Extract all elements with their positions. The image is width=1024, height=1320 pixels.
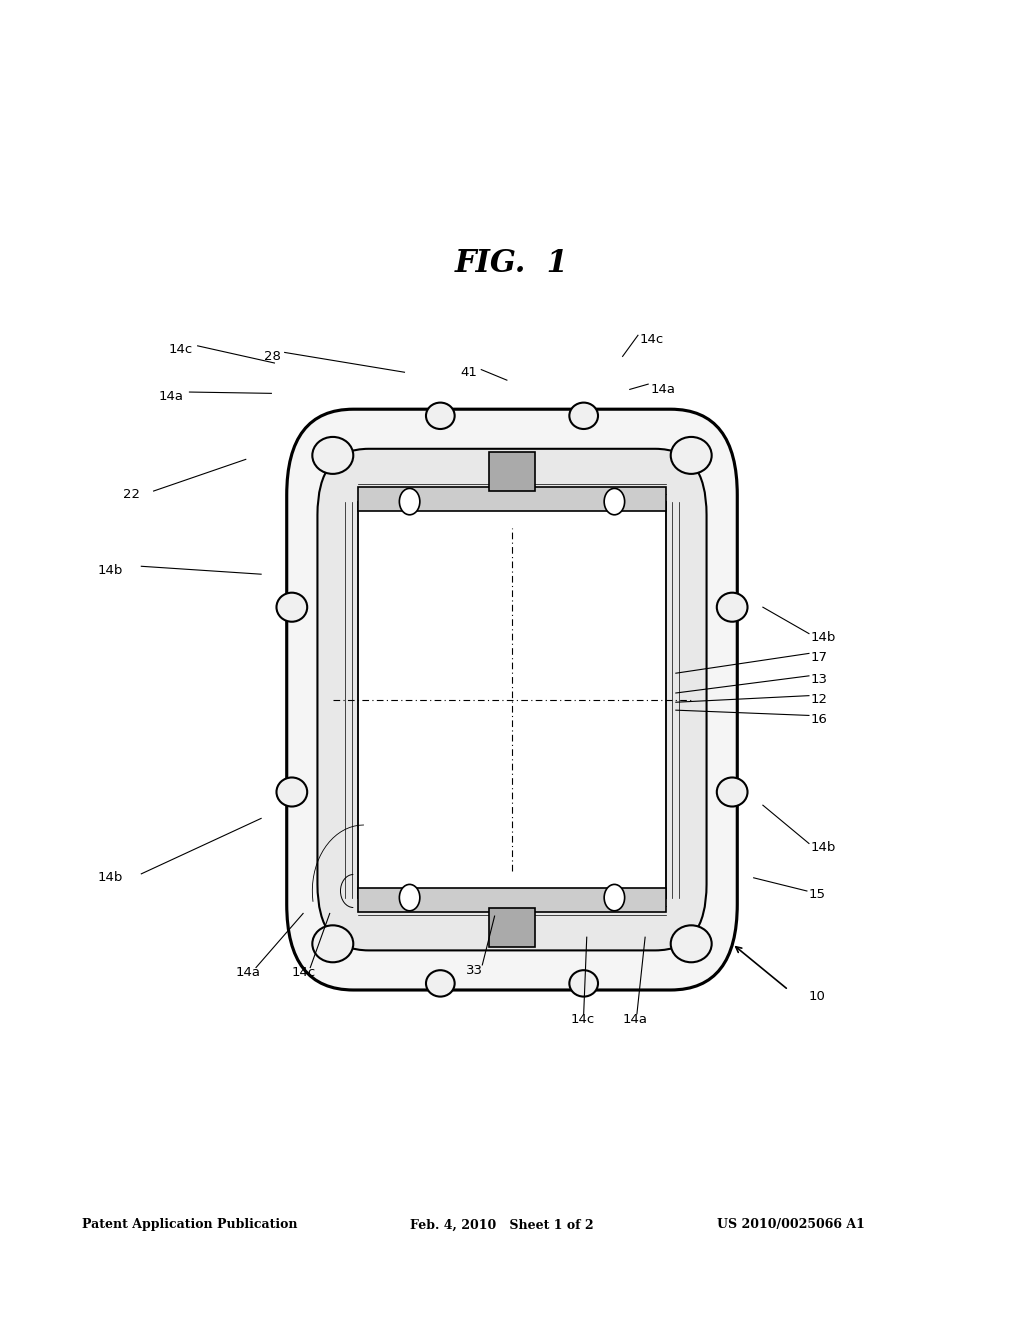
- Ellipse shape: [426, 403, 455, 429]
- Text: 14c: 14c: [169, 343, 194, 356]
- Ellipse shape: [569, 403, 598, 429]
- Bar: [489, 908, 535, 948]
- Ellipse shape: [276, 777, 307, 807]
- Text: 14a: 14a: [159, 389, 183, 403]
- Text: 14a: 14a: [623, 1012, 647, 1026]
- Text: 14c: 14c: [570, 1012, 595, 1026]
- Text: 14c: 14c: [292, 966, 316, 979]
- FancyBboxPatch shape: [358, 502, 666, 898]
- Text: 16: 16: [811, 713, 827, 726]
- Ellipse shape: [671, 437, 712, 474]
- Text: 10: 10: [809, 990, 825, 1003]
- Circle shape: [399, 884, 420, 911]
- Text: 28: 28: [264, 350, 281, 363]
- Text: 14b: 14b: [97, 871, 123, 884]
- Text: 17: 17: [811, 651, 828, 664]
- Text: 14b: 14b: [97, 564, 123, 577]
- Text: FIG.  1: FIG. 1: [455, 248, 569, 280]
- Ellipse shape: [426, 970, 455, 997]
- Ellipse shape: [717, 777, 748, 807]
- Text: 14c: 14c: [640, 333, 665, 346]
- Circle shape: [604, 488, 625, 515]
- Text: Feb. 4, 2010   Sheet 1 of 2: Feb. 4, 2010 Sheet 1 of 2: [410, 1218, 593, 1232]
- Text: 22: 22: [123, 488, 140, 502]
- Text: US 2010/0025066 A1: US 2010/0025066 A1: [717, 1218, 864, 1232]
- Ellipse shape: [312, 437, 353, 474]
- Ellipse shape: [569, 970, 598, 997]
- Bar: [358, 888, 666, 912]
- Text: 33: 33: [466, 964, 483, 977]
- Text: 15: 15: [809, 888, 826, 902]
- Circle shape: [399, 488, 420, 515]
- Ellipse shape: [671, 925, 712, 962]
- Bar: [358, 487, 666, 511]
- Ellipse shape: [717, 593, 748, 622]
- Text: Patent Application Publication: Patent Application Publication: [82, 1218, 297, 1232]
- Text: 14a: 14a: [650, 383, 675, 396]
- Circle shape: [604, 884, 625, 911]
- Text: 14b: 14b: [811, 631, 837, 644]
- Ellipse shape: [312, 925, 353, 962]
- Text: 14b: 14b: [811, 841, 837, 854]
- Text: 14a: 14a: [236, 966, 260, 979]
- FancyBboxPatch shape: [317, 449, 707, 950]
- Text: 13: 13: [811, 673, 828, 686]
- Text: 41: 41: [461, 366, 477, 379]
- Text: 12: 12: [811, 693, 828, 706]
- Bar: [489, 451, 535, 491]
- Ellipse shape: [276, 593, 307, 622]
- FancyBboxPatch shape: [287, 409, 737, 990]
